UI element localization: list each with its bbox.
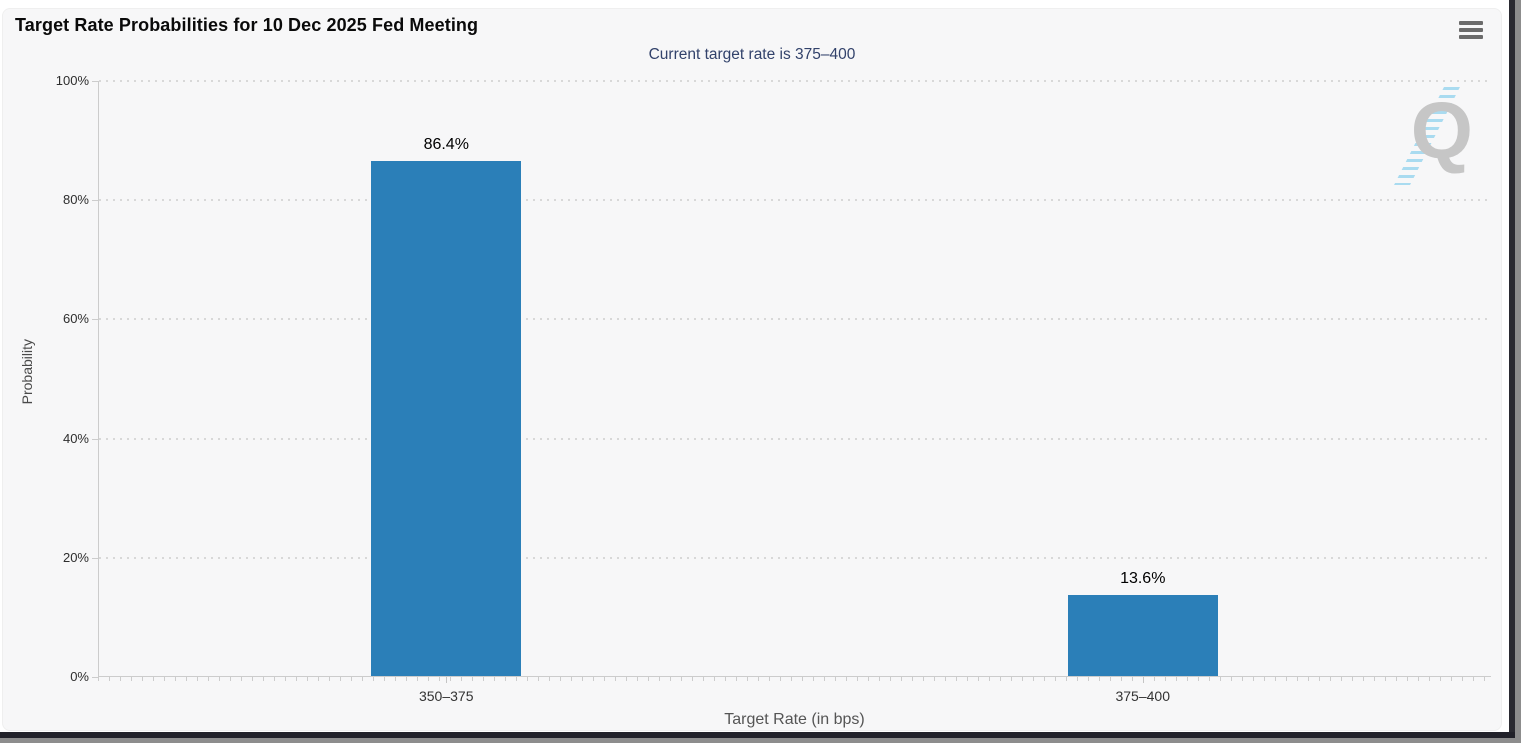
chart-subtitle: Current target rate is 375–400 [648, 46, 856, 63]
bar-value-label: 86.4% [423, 136, 469, 154]
chart-context-menu-button[interactable] [1459, 19, 1487, 41]
bar-value-label: 13.6% [1120, 569, 1166, 587]
y-tick-label: 60% [62, 311, 89, 327]
probability-bar[interactable] [1067, 594, 1218, 676]
chart-card: Target Rate Probabilities for 10 Dec 202… [2, 8, 1502, 731]
gridline-80% [99, 199, 1491, 202]
x-category-label: 375–400 [1115, 688, 1170, 704]
y-tick-label: 100% [55, 73, 89, 88]
hamburger-icon [1459, 35, 1483, 39]
x-category-label: 350–375 [418, 688, 474, 704]
lightning-bolt-icon [1394, 87, 1460, 185]
gridline-20% [99, 556, 1491, 559]
scrollbar-vertical[interactable] [1515, 0, 1521, 743]
q-logo-letter: Q [1410, 86, 1473, 175]
y-tick-mark [92, 438, 98, 440]
y-tick-mark [92, 81, 98, 82]
gridline-40% [99, 437, 1491, 440]
y-tick-mark [92, 677, 98, 678]
x-axis-minor-ticks [98, 677, 1491, 681]
chart-title: Target Rate Probabilities for 10 Dec 202… [15, 15, 479, 35]
x-tick-mark [1142, 677, 1144, 683]
window-border-bottom [0, 732, 1515, 738]
hamburger-icon [1459, 21, 1483, 25]
gridline-100% [99, 80, 1491, 82]
window-border-right [1509, 0, 1515, 738]
y-tick-label: 80% [62, 192, 89, 208]
y-tick-label: 0% [70, 669, 89, 684]
y-tick-label: 40% [62, 430, 89, 446]
hamburger-icon [1459, 28, 1483, 32]
scrollbar-horizontal[interactable] [0, 738, 1521, 743]
y-tick-mark [92, 200, 98, 202]
y-tick-mark [92, 557, 98, 559]
gridline-60% [99, 318, 1491, 321]
y-axis-title: Probability [19, 339, 35, 405]
y-tick-mark [92, 319, 98, 321]
x-tick-mark [446, 677, 448, 683]
x-axis-title: Target Rate (in bps) [724, 711, 865, 728]
plot-area: Q 0% 20% 40% 60% 80% 100% 86.4% 350–375 13.6% 375… [56, 73, 1491, 704]
probability-bar[interactable] [371, 161, 522, 676]
y-tick-label: 20% [62, 549, 89, 565]
quikstrike-watermark: Q [1383, 85, 1475, 203]
